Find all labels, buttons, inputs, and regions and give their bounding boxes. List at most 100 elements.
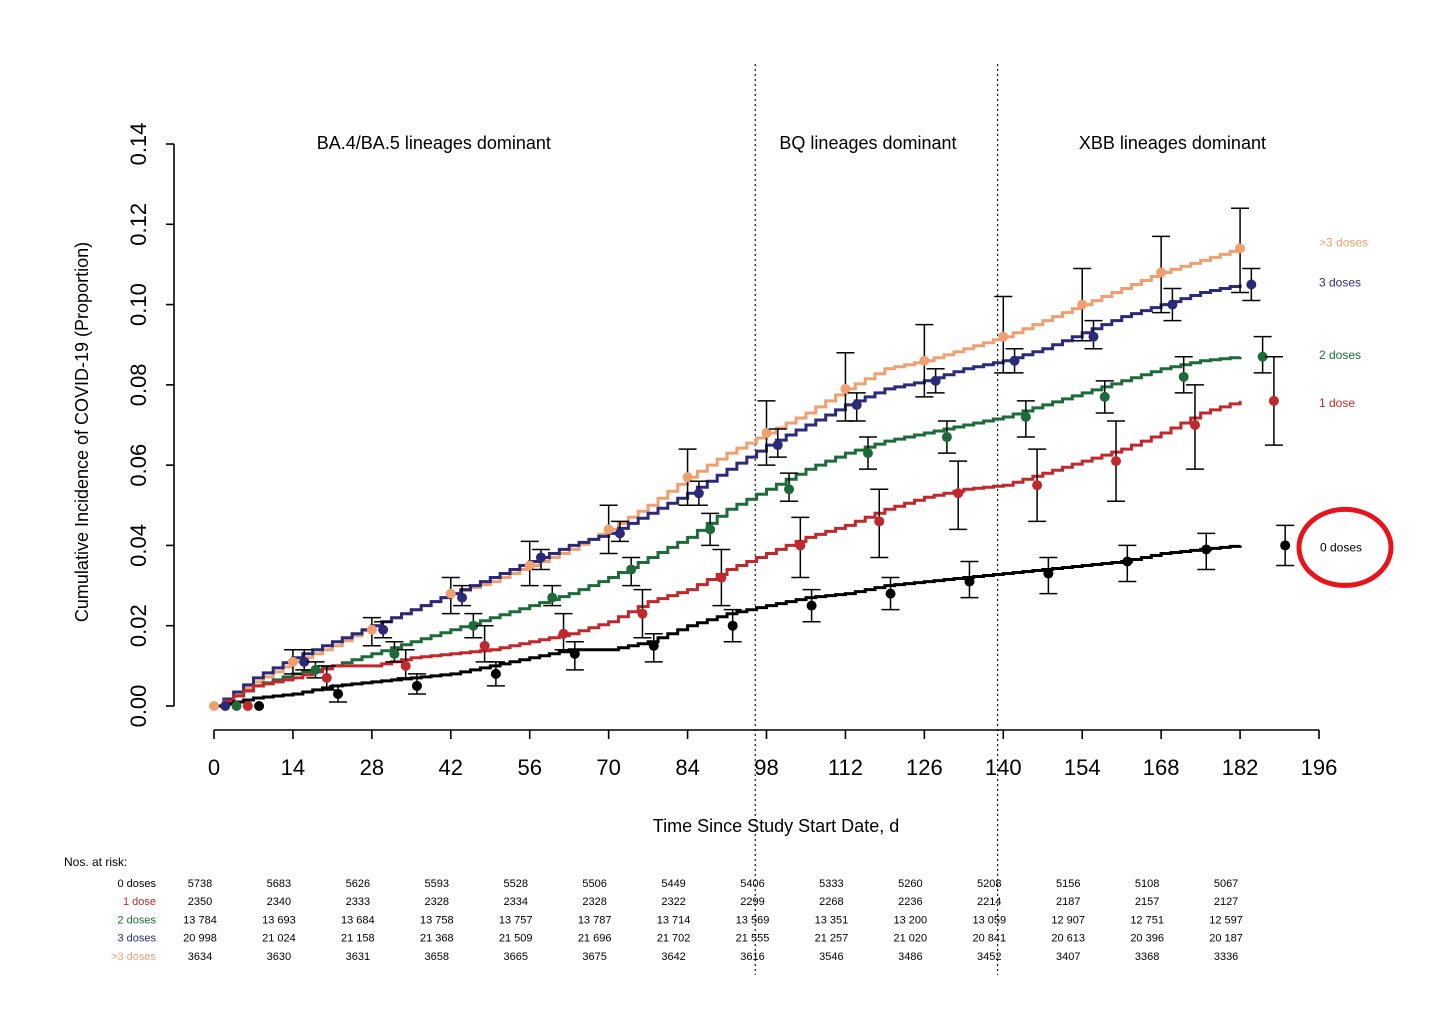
x-tick-label: 0 bbox=[208, 755, 220, 780]
data-point bbox=[389, 648, 400, 659]
data-point bbox=[716, 572, 727, 583]
data-point bbox=[919, 355, 930, 366]
data-point bbox=[468, 620, 479, 631]
risk-value: 5738 bbox=[188, 878, 212, 890]
data-point bbox=[851, 399, 862, 410]
y-tick-label: 0.06 bbox=[126, 444, 151, 487]
risk-value: 13 758 bbox=[420, 914, 454, 926]
data-point bbox=[1280, 540, 1291, 551]
data-point bbox=[1178, 371, 1189, 382]
data-point bbox=[445, 588, 456, 599]
series-end-label: >3 doses bbox=[1319, 235, 1368, 249]
risk-value: 13 693 bbox=[262, 914, 296, 926]
data-point bbox=[242, 701, 253, 711]
x-tick-label: 42 bbox=[439, 755, 463, 780]
risk-value: 2187 bbox=[1056, 896, 1080, 908]
risk-value: 13 714 bbox=[657, 914, 691, 926]
data-point bbox=[705, 524, 716, 535]
data-point bbox=[1043, 568, 1054, 579]
data-point bbox=[1189, 420, 1200, 430]
highlight-ellipse bbox=[1296, 506, 1394, 588]
risk-value: 3546 bbox=[819, 951, 843, 963]
risk-value: 2299 bbox=[740, 896, 764, 908]
data-point bbox=[772, 440, 783, 451]
data-point bbox=[761, 428, 772, 439]
data-point bbox=[693, 488, 704, 499]
x-tick-label: 112 bbox=[828, 755, 863, 780]
data-point bbox=[1077, 299, 1088, 310]
risk-value: 21 509 bbox=[499, 933, 533, 945]
x-axis-title: Time Since Study Start Date, d bbox=[653, 816, 899, 836]
risk-row-label: 1 dose bbox=[123, 896, 156, 908]
risk-value: 5406 bbox=[740, 878, 764, 890]
data-point bbox=[1201, 544, 1212, 555]
risk-row-label: 2 doses bbox=[117, 914, 156, 926]
data-point bbox=[1088, 331, 1099, 342]
risk-value: 5528 bbox=[503, 878, 527, 890]
x-tick-label: 70 bbox=[596, 755, 620, 780]
data-point bbox=[287, 656, 298, 667]
highlight-label: 0 doses bbox=[1320, 540, 1362, 554]
risk-value: 21 024 bbox=[262, 933, 296, 945]
data-point bbox=[400, 660, 411, 671]
y-tick-label: 0.02 bbox=[126, 604, 151, 647]
data-point bbox=[310, 664, 321, 675]
series-end-label: 1 dose bbox=[1319, 396, 1355, 410]
risk-value: 2127 bbox=[1214, 896, 1238, 908]
risk-value: 20 396 bbox=[1130, 933, 1164, 945]
era-label: BQ lineages dominant bbox=[779, 133, 956, 153]
risk-row-label: >3 doses bbox=[111, 951, 156, 963]
risk-value: 2328 bbox=[582, 896, 606, 908]
data-point bbox=[930, 375, 941, 386]
data-point bbox=[1156, 267, 1167, 278]
risk-value: 13 059 bbox=[972, 914, 1006, 926]
x-tick-label: 98 bbox=[754, 755, 778, 780]
risk-value: 21 158 bbox=[341, 933, 375, 945]
risk-value: 20 998 bbox=[183, 933, 217, 945]
data-point bbox=[209, 701, 219, 711]
x-tick-label: 14 bbox=[281, 755, 305, 780]
risk-value: 21 020 bbox=[894, 933, 928, 945]
series-line bbox=[214, 248, 1242, 708]
data-point bbox=[637, 608, 648, 619]
data-point bbox=[727, 620, 738, 631]
data-point bbox=[1257, 351, 1268, 362]
x-tick-label: 154 bbox=[1064, 755, 1101, 780]
data-point bbox=[795, 540, 806, 551]
data-point bbox=[1235, 243, 1246, 254]
data-point bbox=[231, 701, 242, 711]
risk-value: 20 841 bbox=[972, 933, 1006, 945]
data-point bbox=[1099, 391, 1110, 402]
data-point bbox=[321, 672, 332, 683]
data-point bbox=[941, 432, 952, 443]
data-point bbox=[1122, 556, 1133, 567]
data-point bbox=[1020, 411, 1031, 422]
risk-value: 2340 bbox=[267, 896, 291, 908]
data-point bbox=[378, 624, 389, 635]
data-point bbox=[1111, 456, 1122, 467]
risk-value: 13 787 bbox=[578, 914, 612, 926]
data-point bbox=[840, 383, 851, 394]
risk-value: 5067 bbox=[1214, 878, 1238, 890]
risk-value: 21 696 bbox=[578, 933, 612, 945]
era-label: XBB lineages dominant bbox=[1079, 133, 1266, 153]
risk-value: 21 555 bbox=[736, 933, 770, 945]
data-point bbox=[874, 516, 885, 527]
data-point bbox=[490, 668, 501, 679]
data-point bbox=[603, 524, 614, 535]
data-point bbox=[648, 640, 659, 651]
risk-value: 2157 bbox=[1135, 896, 1159, 908]
y-tick-label: 0.10 bbox=[126, 283, 151, 326]
risk-value: 5156 bbox=[1056, 878, 1080, 890]
risk-value: 21 702 bbox=[657, 933, 691, 945]
risk-value: 13 200 bbox=[894, 914, 928, 926]
x-tick-label: 140 bbox=[985, 755, 1022, 780]
data-point bbox=[862, 448, 873, 459]
risk-value: 5683 bbox=[267, 878, 291, 890]
data-point bbox=[547, 592, 558, 603]
series-line bbox=[214, 356, 1242, 708]
risk-value: 13 757 bbox=[499, 914, 533, 926]
risk-value: 2350 bbox=[188, 896, 212, 908]
risk-value: 2328 bbox=[425, 896, 449, 908]
x-tick-label: 28 bbox=[360, 755, 384, 780]
